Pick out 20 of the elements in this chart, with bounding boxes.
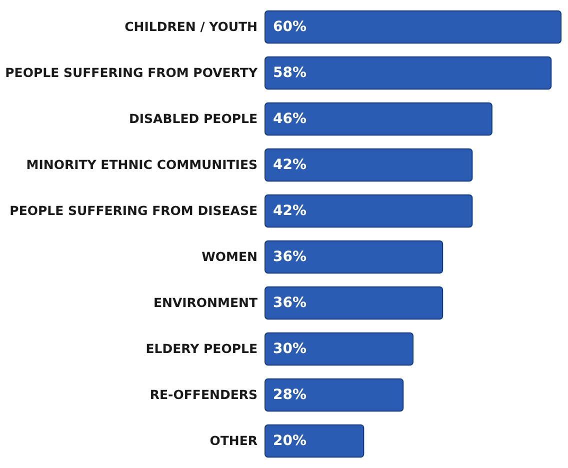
data-label: 36% [273, 295, 307, 311]
y-tick-label: ENVIRONMENT [153, 295, 258, 310]
data-label: 20% [273, 433, 307, 449]
data-label: 30% [273, 341, 307, 357]
y-tick-label: CHILDREN / YOUTH [124, 19, 258, 34]
y-tick-label: WOMEN [202, 249, 258, 264]
y-tick-label: OTHER [210, 433, 258, 448]
y-tick-label: PEOPLE SUFFERING FROM DISEASE [10, 203, 258, 218]
data-label: 36% [273, 249, 307, 265]
y-tick-label: ELDERY PEOPLE [146, 341, 258, 356]
data-label: 46% [273, 111, 307, 127]
data-label: 60% [273, 19, 307, 35]
data-label: 42% [273, 203, 307, 219]
y-tick-label: RE-OFFENDERS [150, 387, 258, 402]
y-tick-label: PEOPLE SUFFERING FROM POVERTY [5, 65, 258, 80]
data-label: 58% [273, 65, 307, 81]
data-label: 42% [273, 157, 307, 173]
data-label: 28% [273, 387, 307, 403]
y-tick-label: DISABLED PEOPLE [129, 111, 258, 126]
y-tick-label: MINORITY ETHNIC COMMUNITIES [26, 157, 258, 172]
